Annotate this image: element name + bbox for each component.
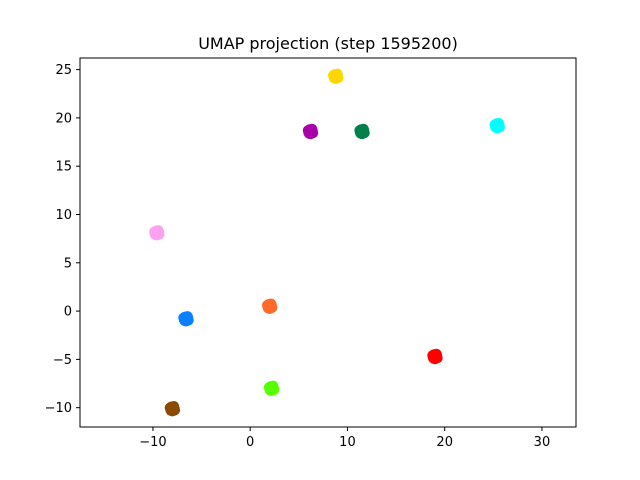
y-axis-ticks: −10 −5 0 5 10 15 20 25 <box>45 63 80 416</box>
scatter-point <box>262 303 274 314</box>
x-tick-label: −10 <box>139 435 166 450</box>
chart-title: UMAP projection (step 1595200) <box>198 34 458 53</box>
x-tick-label: 30 <box>534 435 551 450</box>
scatter-point <box>264 385 276 396</box>
scatter-cluster <box>261 298 278 314</box>
scatter-cluster <box>263 380 280 397</box>
y-tick-label: 15 <box>55 160 72 175</box>
scatter-point <box>165 405 177 416</box>
scatter-point <box>490 122 501 133</box>
y-tick-label: −10 <box>45 401 72 416</box>
scatter-cluster <box>302 123 319 140</box>
y-tick-label: −5 <box>53 353 72 368</box>
y-tick-label: 0 <box>64 305 72 320</box>
x-tick-label: 20 <box>436 435 453 450</box>
y-tick-label: 20 <box>55 111 72 126</box>
scatter-point <box>179 315 190 327</box>
y-tick-label: 5 <box>64 256 72 271</box>
scatter-cluster <box>427 348 443 365</box>
scatter-point <box>150 229 161 241</box>
scatter-points <box>149 68 505 417</box>
scatter-cluster <box>164 400 181 417</box>
scatter-cluster <box>178 311 194 327</box>
x-tick-label: 10 <box>339 435 356 450</box>
y-tick-label: 10 <box>55 208 72 223</box>
scatter-cluster <box>328 68 344 85</box>
x-axis-ticks: −10 0 10 20 30 <box>139 427 550 450</box>
scatter-point <box>428 353 439 364</box>
scatter-cluster <box>489 117 505 134</box>
scatter-cluster <box>354 123 370 140</box>
scatter-point <box>329 73 340 84</box>
x-tick-label: 0 <box>246 435 254 450</box>
y-tick-label: 25 <box>55 63 72 78</box>
scatter-point <box>355 128 366 139</box>
plot-area-frame <box>79 57 577 428</box>
scatter-cluster <box>149 225 165 241</box>
scatter-point <box>303 128 315 139</box>
